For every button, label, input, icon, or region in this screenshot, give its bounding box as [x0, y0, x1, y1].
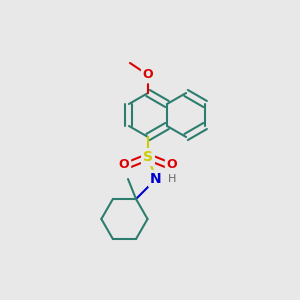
Text: H: H [168, 174, 176, 184]
Text: N: N [150, 172, 162, 186]
Text: O: O [167, 158, 177, 172]
Text: O: O [143, 68, 153, 82]
Text: S: S [143, 150, 153, 164]
Text: O: O [119, 158, 129, 172]
